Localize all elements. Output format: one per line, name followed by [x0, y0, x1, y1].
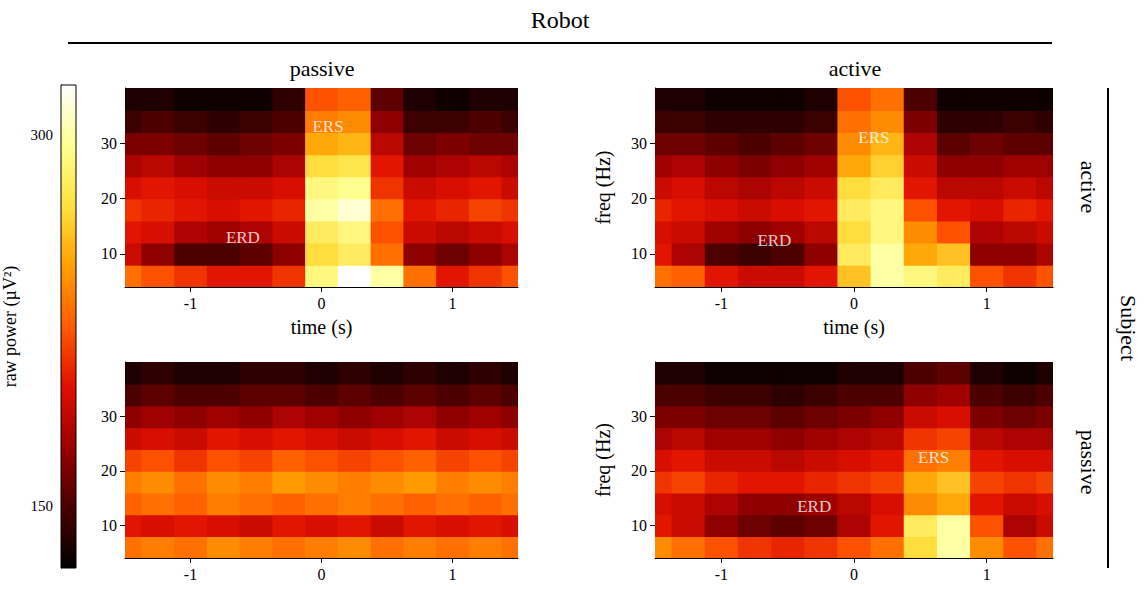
svg-text:0: 0: [318, 295, 326, 312]
svg-text:20: 20: [631, 462, 647, 479]
svg-text:ERS: ERS: [312, 117, 343, 136]
svg-text:raw power (µV²): raw power (µV²): [0, 266, 21, 388]
svg-text:1: 1: [983, 295, 991, 312]
svg-text:Robot: Robot: [531, 7, 590, 33]
svg-text:time (s): time (s): [823, 316, 885, 339]
svg-text:ERS: ERS: [858, 128, 889, 147]
svg-text:0: 0: [318, 566, 326, 583]
svg-text:20: 20: [101, 462, 117, 479]
svg-text:active: active: [1076, 161, 1101, 214]
svg-text:0: 0: [850, 566, 858, 583]
svg-text:10: 10: [631, 245, 647, 262]
svg-text:passive: passive: [1076, 430, 1101, 495]
svg-text:ERD: ERD: [797, 497, 831, 516]
svg-text:1: 1: [449, 566, 457, 583]
svg-text:-1: -1: [715, 295, 728, 312]
svg-text:freq (Hz): freq (Hz): [592, 151, 615, 225]
svg-text:ERD: ERD: [226, 228, 260, 247]
svg-text:10: 10: [101, 517, 117, 534]
svg-text:active: active: [829, 56, 882, 81]
svg-text:-1: -1: [715, 566, 728, 583]
svg-text:Subject: Subject: [1116, 295, 1141, 361]
svg-text:30: 30: [101, 135, 117, 152]
svg-text:1: 1: [449, 295, 457, 312]
svg-text:30: 30: [631, 408, 647, 425]
svg-text:30: 30: [631, 135, 647, 152]
svg-text:ERS: ERS: [918, 448, 949, 467]
svg-text:0: 0: [850, 295, 858, 312]
svg-text:30: 30: [101, 408, 117, 425]
svg-text:ERD: ERD: [757, 231, 791, 250]
svg-text:10: 10: [101, 245, 117, 262]
svg-text:time (s): time (s): [291, 316, 353, 339]
svg-text:-1: -1: [184, 295, 197, 312]
svg-text:20: 20: [631, 190, 647, 207]
svg-text:freq (Hz): freq (Hz): [592, 423, 615, 497]
svg-text:10: 10: [631, 517, 647, 534]
svg-text:1: 1: [983, 566, 991, 583]
svg-text:passive: passive: [290, 56, 355, 81]
svg-text:20: 20: [101, 190, 117, 207]
svg-text:150: 150: [31, 498, 54, 514]
svg-text:300: 300: [31, 127, 54, 143]
svg-text:-1: -1: [184, 566, 197, 583]
